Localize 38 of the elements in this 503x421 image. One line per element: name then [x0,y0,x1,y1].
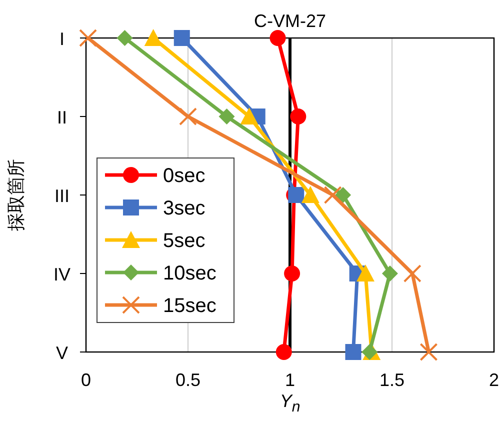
point [276,344,292,360]
point [356,264,374,282]
x-tick-label: 1.5 [379,370,405,390]
point [284,266,300,282]
point [301,186,320,203]
point [290,108,306,124]
point [403,264,422,282]
y-tick-label: II [56,108,68,128]
xlabel: Y$_{n}$ [278,390,302,418]
point [362,344,378,360]
point [240,108,258,124]
x-tick-label: 0.5 [175,370,201,390]
point [174,30,190,46]
point [116,30,133,46]
point [335,187,352,203]
point [345,344,362,360]
x-tick-label: 0 [80,370,92,390]
legend-label: 5sec [163,230,206,252]
point [79,29,98,47]
point [179,108,197,126]
y-axis-title: 採取箇所 [6,159,26,231]
point [144,29,162,46]
legend-label: 3sec [163,198,206,220]
x-tick-label: 1 [284,370,296,390]
y-tick-label: V [56,343,68,363]
legend-label: 15sec [163,295,216,317]
y-tick-label: I [59,29,65,49]
x-tick-label: 2 [488,370,500,390]
point [420,343,438,361]
point [270,30,286,46]
legend-label: 0sec [163,165,206,187]
y-tick-label: IV [53,264,71,284]
y-tick-label: III [54,186,70,206]
chart-title: C-VM-27 [254,11,326,31]
point [324,186,342,204]
legend-label: 10sec [163,262,216,284]
point [218,108,235,124]
point [382,266,398,282]
